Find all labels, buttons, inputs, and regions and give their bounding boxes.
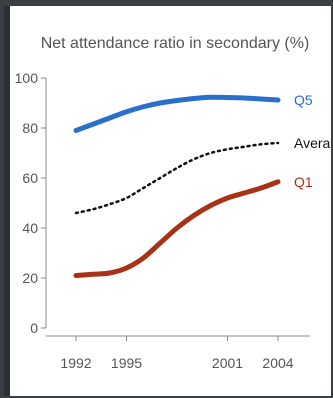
y-tick-label: 80 (22, 120, 38, 136)
y-tick-label: 100 (15, 70, 39, 86)
x-tick-label: 1992 (60, 355, 91, 371)
series-labels: Q5 Average Q1 (294, 92, 331, 190)
y-tick-label: 20 (22, 270, 38, 286)
series-label-average: Average (294, 135, 331, 151)
series-label-q5: Q5 (294, 92, 313, 108)
series-line-average (74, 141, 280, 215)
y-tick-label: 60 (22, 170, 38, 186)
x-tick-label: 2001 (212, 355, 243, 371)
axes: 0 20 40 60 80 100 1992 1995 2001 2004 (15, 70, 310, 371)
series-line-q1 (73, 179, 281, 278)
chart-title: Net attendance ratio in secondary (%) (41, 35, 310, 52)
x-tick-label: 1995 (111, 355, 142, 371)
series-lines (73, 94, 281, 278)
line-chart: Net attendance ratio in secondary (%) 0 2… (15, 35, 331, 371)
y-tick-label: 40 (22, 220, 38, 236)
chart-panel: Net attendance ratio in secondary (%) 0 2… (10, 6, 331, 396)
series-line-q5 (73, 94, 281, 133)
panel-edge (4, 6, 10, 396)
y-tick-label: 0 (30, 320, 38, 336)
x-tick-label: 2004 (262, 355, 293, 371)
series-label-q1: Q1 (294, 174, 313, 190)
